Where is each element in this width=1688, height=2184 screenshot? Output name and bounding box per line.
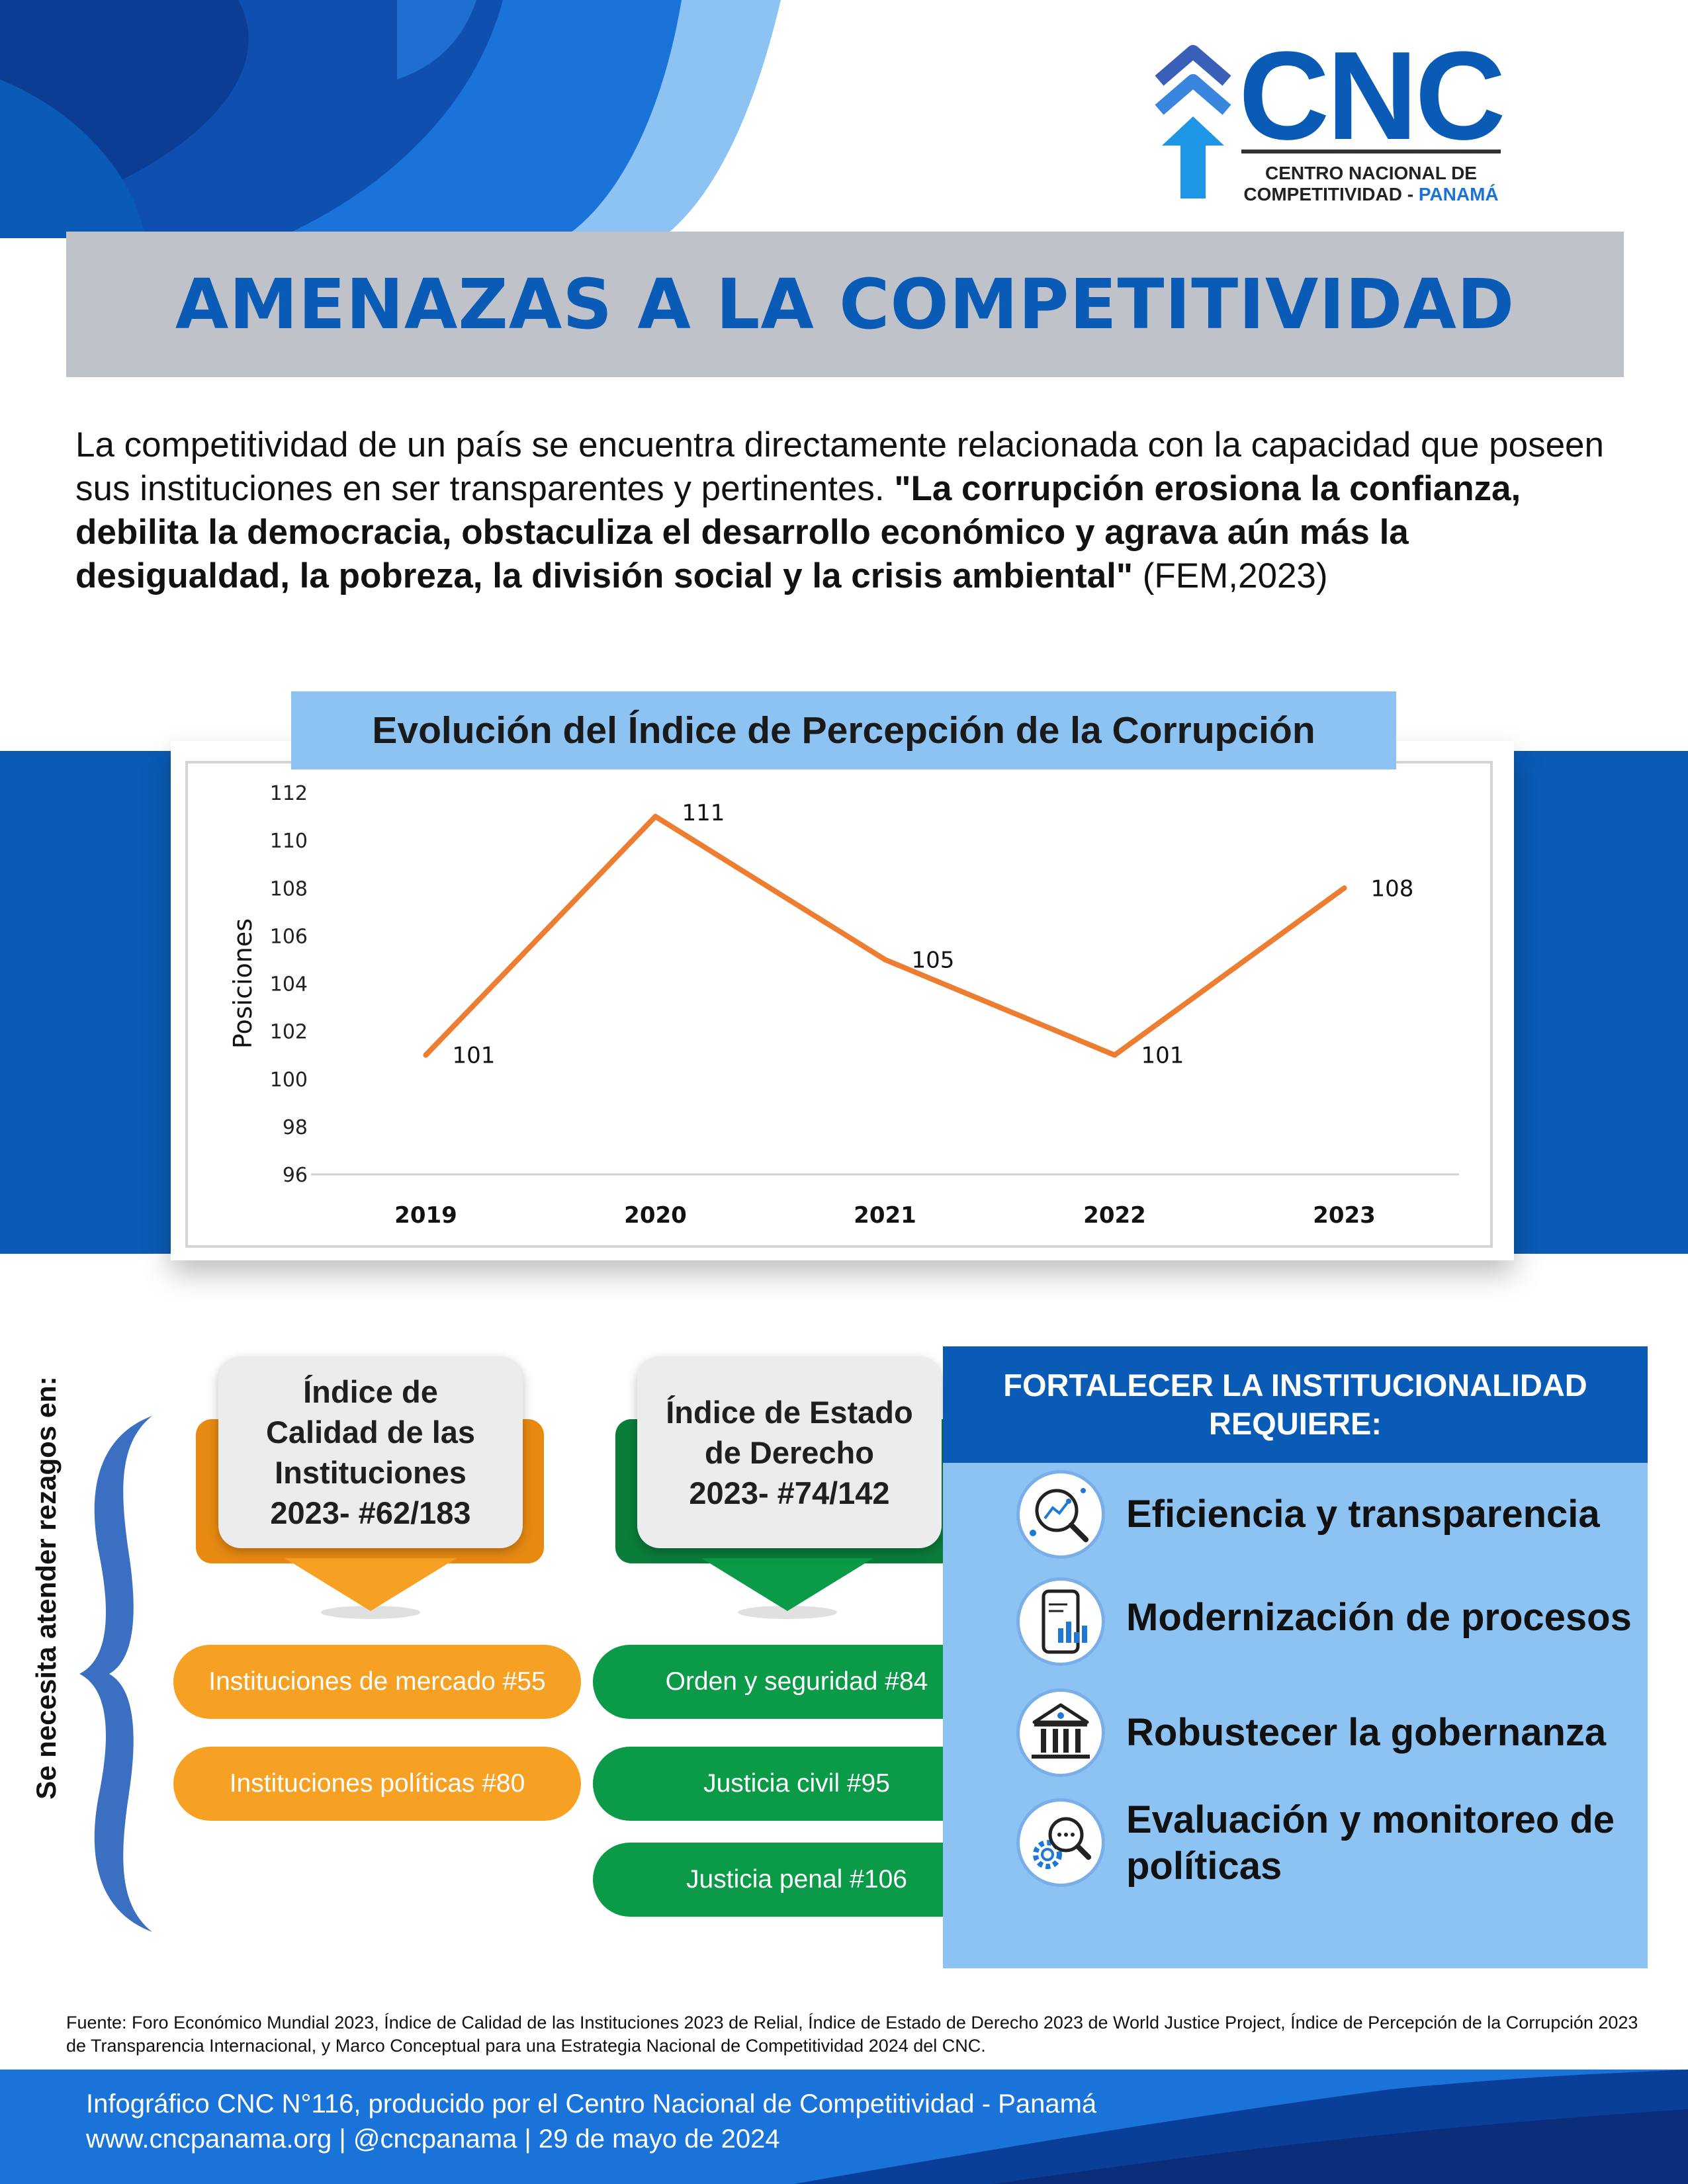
logo-arrows-icon: [1155, 45, 1231, 198]
calidad-card: Índice de Calidad de las Instituciones 2…: [218, 1356, 523, 1548]
requirement-gobernanza: Robustecer la gobernanza: [1126, 1711, 1607, 1754]
page-title: AMENAZAS A LA COMPETITIVIDAD: [175, 264, 1515, 345]
logo-subtitle-line2: COMPETITIVIDAD - PANAMÁ: [1241, 184, 1501, 205]
analytics-magnifier-icon: [1016, 1470, 1105, 1559]
y-tick-label: 102: [270, 1021, 308, 1044]
requirements-heading: FORTALECER LA INSTITUCIONALIDAD REQUIERE…: [943, 1366, 1648, 1443]
chart-band-left: [0, 751, 171, 1254]
calidad-card-line3: Instituciones: [275, 1455, 466, 1490]
y-tick-label: 98: [283, 1116, 308, 1139]
mobile-dashboard-icon: [1016, 1577, 1105, 1666]
y-tick-label: 106: [270, 925, 308, 948]
derecho-card-pointer: [701, 1558, 873, 1619]
footer-contact: www.cncpanama.org | @cncpanama | 29 de m…: [86, 2124, 780, 2154]
chart-title: Evolución del Índice de Percepción de la…: [372, 709, 1315, 752]
y-tick-label: 112: [270, 782, 308, 805]
chart-frame: [185, 761, 1493, 1248]
header-decoration: [0, 0, 794, 238]
y-tick-label: 108: [270, 877, 308, 900]
derecho-card-line1: Índice de Estado: [666, 1394, 913, 1430]
data-label: 108: [1371, 875, 1414, 902]
chart-band-right: [1514, 751, 1688, 1254]
intro-citation: (FEM,2023): [1133, 556, 1328, 595]
requirement-evaluacion: Evaluación y monitoreo de políticas: [1126, 1797, 1615, 1890]
calidad-card-text: Índice de Calidad de las Instituciones 2…: [266, 1372, 475, 1533]
title-band: [66, 232, 1624, 377]
calidad-card-line2: Calidad de las: [265, 1415, 476, 1450]
y-tick-label: 100: [270, 1069, 308, 1092]
series-line: [423, 814, 1347, 1058]
x-tick-label: 2019: [394, 1202, 457, 1229]
intro-paragraph: La competitividad de un país se encuentr…: [75, 423, 1624, 598]
requirement-modernizacion: Modernización de procesos: [1126, 1596, 1632, 1639]
x-tick-label: 2022: [1083, 1202, 1146, 1229]
data-point: [423, 1052, 429, 1058]
logo-divider: [1241, 150, 1501, 153]
government-building-icon: [1016, 1688, 1105, 1777]
x-tick-label: 2020: [624, 1202, 687, 1229]
data-point: [652, 814, 658, 820]
data-point: [1341, 885, 1347, 891]
side-label: Se necesita atender rezagos en:: [30, 1376, 62, 1800]
y-tick-label: 104: [270, 973, 308, 996]
pill-justicia-penal: Justicia penal #106: [593, 1843, 1000, 1917]
y-tick-label: 96: [283, 1164, 308, 1187]
requirements-heading-line1: FORTALECER LA INSTITUCIONALIDAD: [1003, 1368, 1587, 1403]
derecho-card-text: Índice de Estado de Derecho 2023- #74/14…: [666, 1392, 912, 1513]
logo-subtitle-prefix: COMPETITIVIDAD -: [1243, 184, 1419, 204]
requirements-heading-line2: REQUIERE:: [1208, 1406, 1382, 1441]
footer-band: [0, 2070, 1688, 2184]
requirement-evaluacion-line2: políticas: [1126, 1845, 1282, 1888]
pill-justicia-civil: Justicia civil #95: [593, 1747, 1000, 1821]
data-label: 101: [453, 1043, 496, 1069]
footer-credit: Infográfico CNC N°116, producido por el …: [86, 2089, 1097, 2118]
chart-title-box: [291, 691, 1396, 769]
requirement-eficiencia: Eficiencia y transparencia: [1126, 1493, 1600, 1536]
requirement-evaluacion-line1: Evaluación y monitoreo de: [1126, 1798, 1615, 1841]
derecho-card: Índice de Estado de Derecho 2023- #74/14…: [637, 1356, 942, 1548]
x-tick-label: 2021: [854, 1202, 916, 1229]
source-note: Fuente: Foro Económico Mundial 2023, Índ…: [66, 2013, 1638, 2056]
y-axis-label: Posiciones: [228, 918, 257, 1049]
data-label: 111: [682, 800, 725, 826]
gear-search-icon: [1016, 1798, 1105, 1887]
derecho-card-line3: 2023- #74/142: [689, 1475, 890, 1510]
data-point: [1112, 1052, 1118, 1058]
data-label: 101: [1141, 1043, 1184, 1069]
brace-icon: [79, 1416, 152, 1932]
corruption-index-chart: 96 98 100 102 104 106 108 110 112 2019 2020 2021 202…: [228, 782, 1459, 1229]
pill-orden-seguridad: Orden y seguridad #84: [593, 1645, 1000, 1719]
calidad-card-line4: 2023- #62/183: [270, 1495, 471, 1530]
pill-instituciones-mercado: Instituciones de mercado #55: [173, 1645, 581, 1719]
derecho-card-line2: de Derecho: [705, 1434, 874, 1470]
data-label: 105: [912, 947, 955, 973]
logo-subtitle-line1: CENTRO NACIONAL DE: [1265, 163, 1477, 183]
calidad-card-line1: Índice de: [303, 1374, 438, 1409]
intro-plain: La competitividad de un país se encuentr…: [75, 425, 1605, 508]
data-point: [882, 957, 888, 963]
x-tick-label: 2023: [1313, 1202, 1376, 1229]
intro-quote: "La corrupción erosiona la confianza, de…: [75, 469, 1521, 595]
y-tick-label: 110: [270, 830, 308, 853]
calidad-card-pointer: [285, 1558, 457, 1619]
requirements-header-band: [943, 1346, 1648, 1463]
logo-subtitle-country: PANAMÁ: [1418, 184, 1499, 204]
logo-wordmark: CNC: [1239, 26, 1506, 166]
pill-instituciones-politicas: Instituciones políticas #80: [173, 1747, 581, 1821]
logo-subtitle: CENTRO NACIONAL DE COMPETITIVIDAD - PANA…: [1241, 163, 1501, 205]
